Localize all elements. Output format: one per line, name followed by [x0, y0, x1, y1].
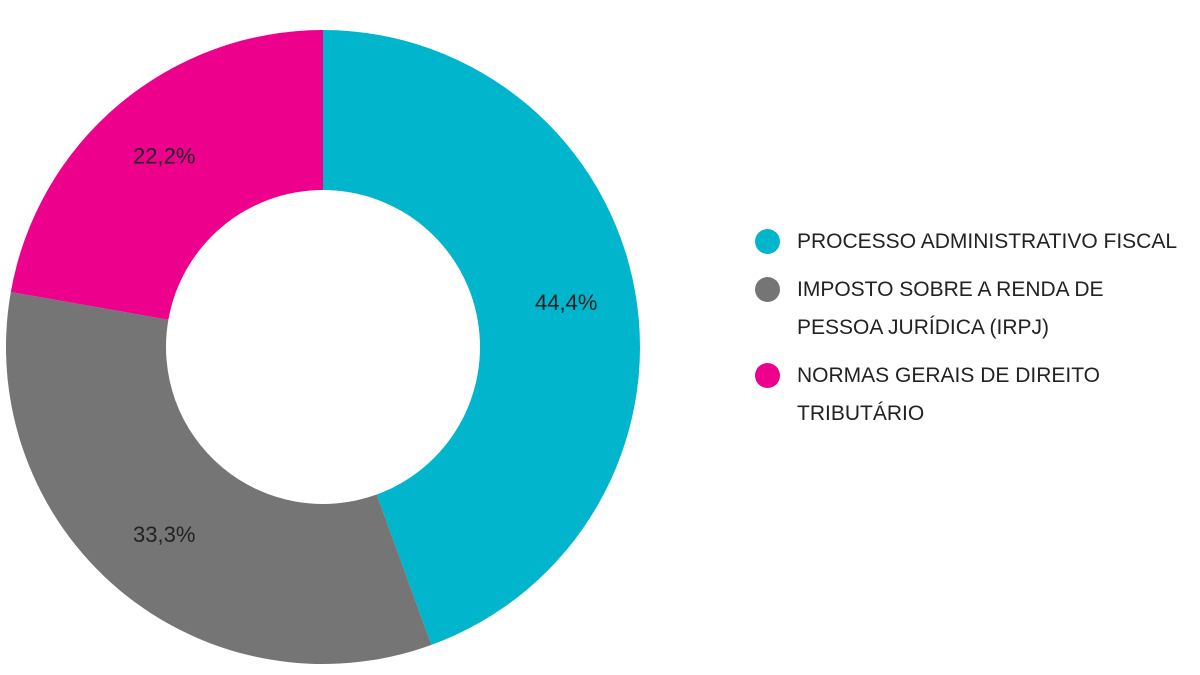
legend-label: IMPOSTO SOBRE A RENDA DE PESSOA JURÍDICA…: [797, 278, 1104, 339]
legend-item: NORMAS GERAIS DE DIREITO TRIBUTÁRIO: [755, 357, 1185, 433]
data-label: 33,3%: [133, 522, 195, 547]
data-label: 44,4%: [535, 290, 597, 315]
data-label: 22,2%: [133, 144, 195, 169]
legend-item: PROCESSO ADMINISTRATIVO FISCAL: [755, 223, 1185, 261]
legend-item: IMPOSTO SOBRE A RENDA DE PESSOA JURÍDICA…: [755, 271, 1185, 347]
legend: PROCESSO ADMINISTRATIVO FISCAL IMPOSTO SO…: [755, 223, 1185, 443]
legend-swatch: [755, 229, 780, 254]
legend-swatch: [755, 363, 780, 388]
donut-slice: [323, 30, 640, 645]
legend-label: NORMAS GERAIS DE DIREITO TRIBUTÁRIO: [797, 364, 1100, 425]
donut-slice: [10, 30, 323, 320]
legend-label: PROCESSO ADMINISTRATIVO FISCAL: [797, 230, 1178, 253]
legend-swatch: [755, 277, 780, 302]
donut-slice: [5, 291, 432, 664]
